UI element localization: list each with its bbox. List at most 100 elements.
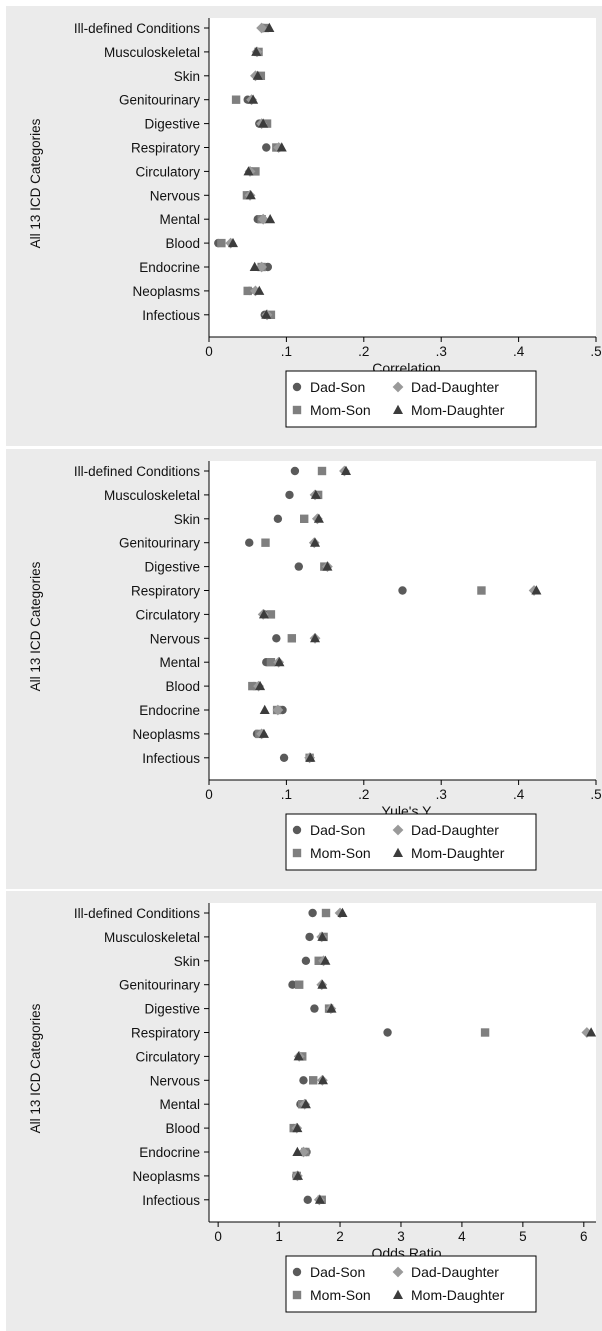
chart1-y-tick-label: Endocrine [139, 260, 200, 275]
chart1-y-tick-label: Respiratory [131, 141, 200, 156]
chart2-x-tick-label: .4 [513, 787, 525, 802]
chart2-point-mom-son [261, 538, 270, 547]
chart2-point-mom-daughter [322, 561, 333, 571]
chart1-point-mom-daughter [251, 46, 262, 56]
chart1-x-tick-label: .4 [513, 344, 525, 359]
chart1-y-tick-label: Blood [165, 236, 200, 251]
chart1-legend: Dad-Son Dad-Daughter Mom-Son Mom-Daughter [285, 370, 537, 428]
chart3-y-tick-label: Endocrine [139, 1145, 200, 1160]
chart1-series-mom-daughter [227, 22, 287, 319]
chart2-y-tick-label: Musculoskeletal [104, 488, 200, 503]
chart3-legend-box [285, 1255, 537, 1313]
chart2-legend-marker-mom-son [292, 848, 302, 858]
chart3-x-tick-label: 3 [397, 1229, 405, 1244]
chart3-legend-marker-mom-son [292, 1290, 302, 1300]
chart3-svg: Ill-defined Conditions Musculoskeletal Ski… [28, 903, 597, 1313]
chart3-point-mom-daughter [326, 1003, 337, 1013]
chart1-point-mom-daughter [276, 142, 287, 152]
chart3-y-axis-title: All 13 ICD Categories [28, 1003, 43, 1133]
chart1-point-mom-son [243, 286, 252, 296]
chart3-legend: Dad-Son Dad-Daughter Mom-Son Mom-Daughter [285, 1255, 537, 1313]
chart3-point-mom-daughter [314, 1194, 325, 1204]
chart1-legend-marker-dad-son [292, 382, 302, 392]
chart2-y-tick-label: Mental [159, 655, 200, 670]
chart1-point-mom-daughter [264, 22, 275, 32]
chart3-y-tick-label: Blood [165, 1121, 200, 1136]
chart1-point-dad-daughter [256, 261, 268, 273]
yules-y-chart-panel: Ill-defined Conditions Musculoskeletal Ski… [6, 449, 602, 889]
chart1-point-mom-daughter [243, 166, 254, 176]
chart1-point-mom-daughter [245, 190, 256, 200]
chart2-x-tick-label: .5 [590, 787, 601, 802]
chart2-point-dad-son [272, 634, 281, 643]
chart2-point-dad-son [285, 490, 294, 500]
chart2-x-tick-label: 0 [205, 787, 213, 802]
chart2-y-tick-label: Neoplasms [132, 727, 200, 742]
chart3-x-tick-label: 5 [519, 1229, 527, 1244]
chart2-y-axis-title: All 13 ICD Categories [28, 561, 43, 691]
chart2-point-mom-son [287, 634, 297, 643]
chart2-svg: Ill-defined Conditions Musculoskeletal Ski… [28, 461, 602, 871]
chart3-y-tick-label: Musculoskeletal [104, 930, 200, 945]
chart3-series-mom-daughter [292, 907, 597, 1204]
chart1-legend-box [285, 370, 537, 428]
chart3-point-mom-daughter [586, 1027, 597, 1037]
chart1-point-mom-daughter [258, 118, 269, 128]
chart3-legend-marker-dad-daughter [392, 1266, 404, 1278]
chart2-point-mom-daughter [531, 585, 542, 595]
chart1-legend-label-mom-son: Mom-Son [310, 402, 371, 418]
chart2-legend-box [285, 813, 537, 871]
chart2-point-dad-son [294, 562, 303, 571]
chart2-point-mom-daughter [258, 728, 269, 738]
chart2-legend-label-mom-daughter: Mom-Daughter [411, 845, 505, 861]
chart2-x-tick-label: .2 [358, 787, 369, 802]
chart3-y-tick-label: Circulatory [135, 1049, 200, 1064]
chart3-point-mom-son [321, 908, 331, 918]
chart1-x-tick-label: .3 [436, 344, 447, 359]
chart3-point-dad-son [303, 1195, 312, 1204]
chart1-legend-label-mom-daughter: Mom-Daughter [411, 402, 505, 418]
chart2-y-tick-label: Circulatory [135, 607, 200, 622]
chart2-point-mom-daughter [313, 513, 324, 523]
chart3-legend-label-dad-son: Dad-Son [310, 1264, 365, 1280]
chart1-svg: Ill-defined Conditions Musculoskeletal Ski… [28, 18, 602, 428]
chart2-point-dad-son [398, 586, 407, 595]
chart1-y-tick-label: Digestive [144, 117, 200, 132]
chart2-point-mom-daughter [310, 537, 321, 547]
chart2-point-mom-son [248, 681, 257, 691]
chart2-plot-area [209, 461, 596, 780]
chart1-plot-area [209, 18, 596, 337]
chart2-point-dad-daughter [272, 704, 284, 716]
chart3-y-tick-label: Skin [174, 954, 200, 969]
chart3-legend-marker-mom-daughter [393, 1289, 403, 1299]
chart3-point-dad-son [301, 956, 311, 965]
chart2-point-mom-daughter [310, 633, 321, 643]
chart1-y-axis-title: All 13 ICD Categories [28, 118, 43, 248]
chart1-y-tick-label: Ill-defined Conditions [74, 21, 200, 36]
chart1-point-mom-daughter [261, 309, 272, 319]
chart3-legend-label-mom-daughter: Mom-Daughter [411, 1287, 505, 1303]
chart1-x-tick-label: .2 [358, 344, 369, 359]
chart2-point-mom-daughter [310, 489, 321, 499]
chart1-point-mom-daughter [227, 237, 238, 248]
chart1-point-mom-daughter [254, 285, 265, 295]
chart1-y-tick-label: Neoplasms [132, 284, 200, 299]
chart3-point-mom-daughter [317, 931, 328, 941]
chart3-y-tick-label: Infectious [142, 1193, 200, 1208]
chart1-point-mom-daughter [252, 70, 263, 80]
chart3-point-mom-daughter [292, 1122, 303, 1133]
chart2-y-tick-label: Endocrine [139, 703, 200, 718]
chart3-point-mom-daughter [320, 955, 331, 965]
chart2-point-mom-daughter [274, 657, 285, 667]
chart3-point-mom-daughter [293, 1051, 304, 1061]
chart2-x-tick-label: .3 [436, 787, 447, 802]
chart3-x-tick-label: 4 [458, 1229, 466, 1244]
chart3-y-tick-label: Ill-defined Conditions [74, 906, 200, 921]
chart1-y-tick-label: Skin [174, 69, 200, 84]
chart1-point-dad-son [262, 143, 271, 152]
chart2-point-dad-son [273, 514, 283, 523]
chart2-point-mom-son [477, 586, 486, 595]
chart3-point-dad-son [383, 1028, 392, 1037]
chart3-point-dad-son [308, 908, 317, 918]
